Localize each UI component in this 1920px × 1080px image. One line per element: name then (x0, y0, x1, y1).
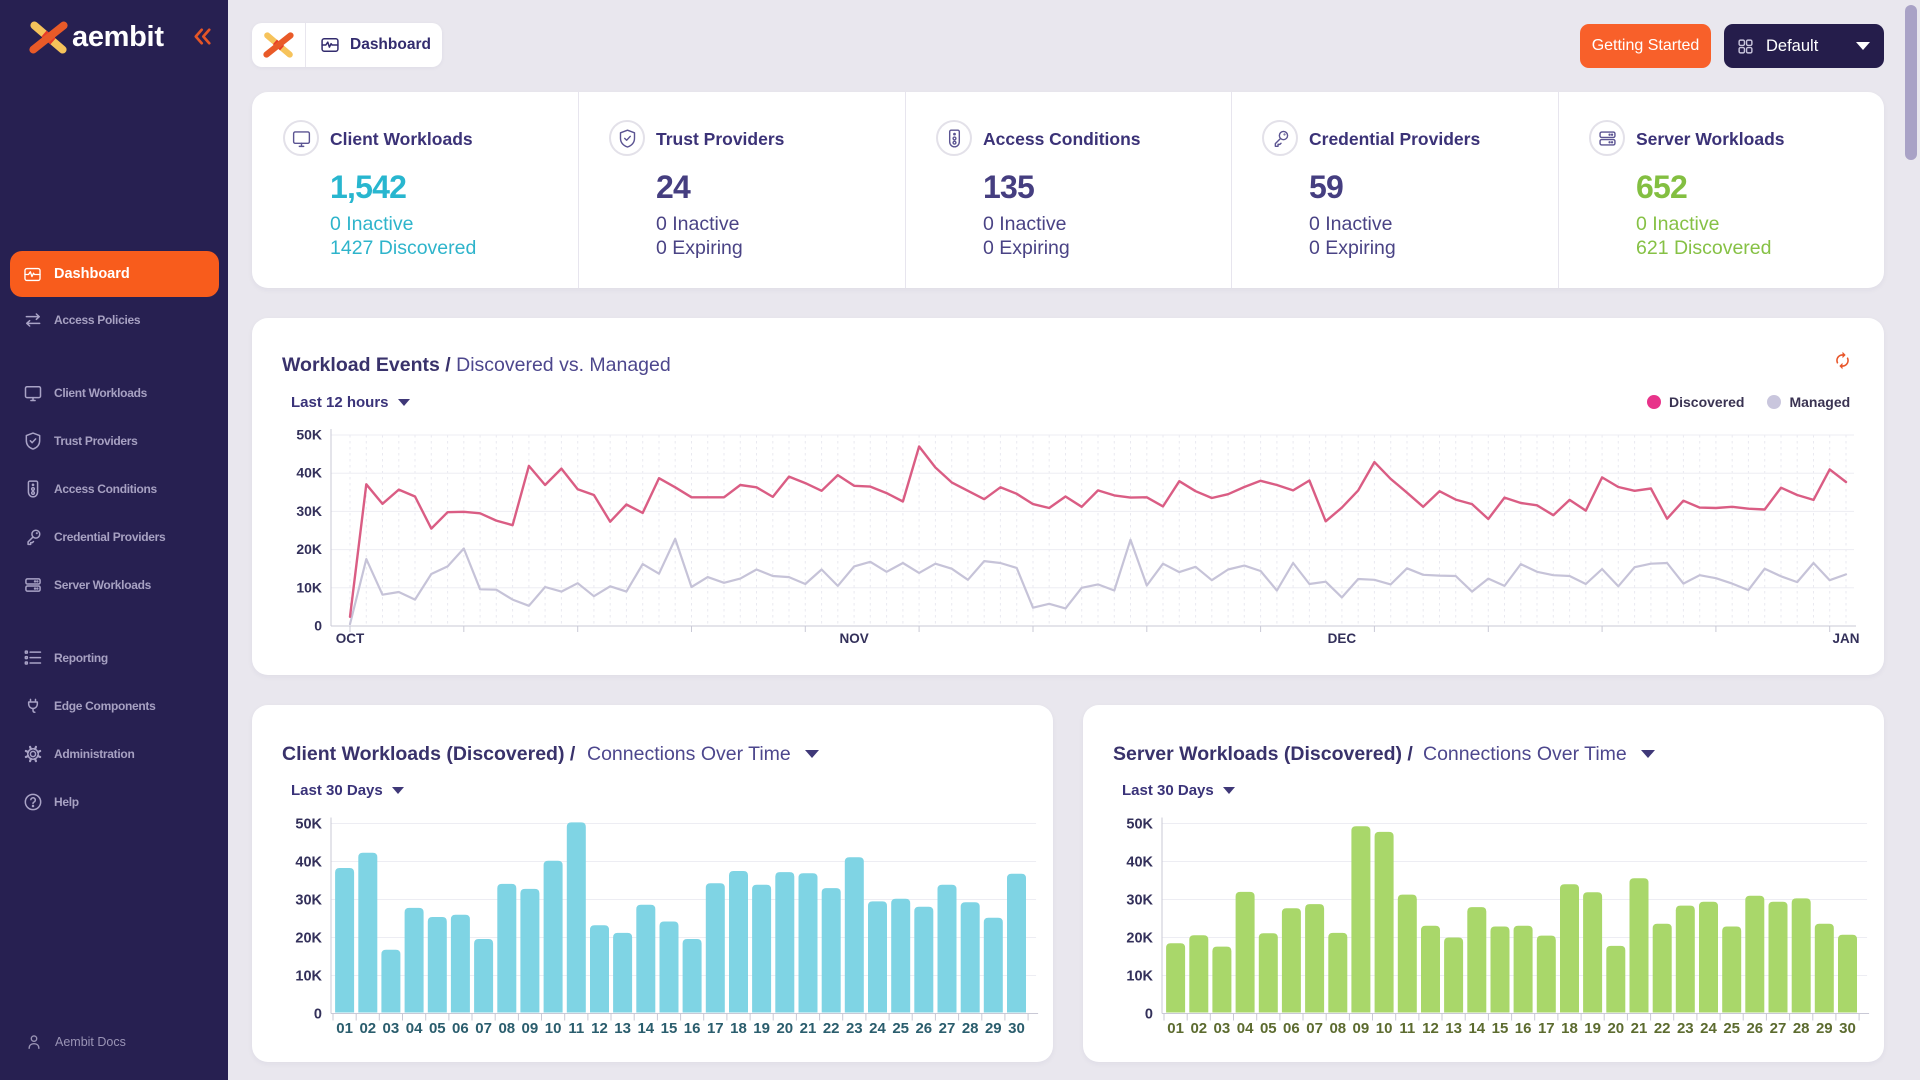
svg-text:05: 05 (1260, 1020, 1277, 1037)
svg-text:04: 04 (406, 1020, 423, 1037)
svg-text:50K: 50K (295, 817, 322, 833)
svg-text:16: 16 (684, 1020, 701, 1037)
svg-text:JAN: JAN (1832, 631, 1859, 646)
svg-text:23: 23 (846, 1020, 863, 1037)
svg-text:17: 17 (1538, 1020, 1555, 1037)
svg-text:09: 09 (522, 1020, 539, 1037)
svg-text:05: 05 (429, 1020, 446, 1037)
svg-text:17: 17 (707, 1020, 724, 1037)
svg-text:0: 0 (1145, 1007, 1153, 1023)
svg-text:03: 03 (1214, 1020, 1231, 1037)
svg-text:10K: 10K (295, 969, 322, 985)
svg-text:04: 04 (1237, 1020, 1254, 1037)
svg-text:28: 28 (1793, 1020, 1810, 1037)
svg-text:40K: 40K (295, 855, 322, 871)
svg-text:15: 15 (661, 1020, 678, 1037)
svg-text:30: 30 (1008, 1020, 1025, 1037)
svg-text:50K: 50K (1126, 817, 1153, 833)
svg-text:25: 25 (1723, 1020, 1740, 1037)
svg-text:20K: 20K (1126, 931, 1153, 947)
svg-text:12: 12 (591, 1020, 608, 1037)
svg-text:29: 29 (1816, 1020, 1833, 1037)
svg-text:10K: 10K (1126, 969, 1153, 985)
svg-text:10: 10 (1376, 1020, 1393, 1037)
svg-text:06: 06 (1283, 1020, 1300, 1037)
svg-text:08: 08 (498, 1020, 515, 1037)
svg-text:40K: 40K (1126, 855, 1153, 871)
svg-text:13: 13 (1445, 1020, 1462, 1037)
svg-text:14: 14 (1468, 1020, 1485, 1037)
svg-text:13: 13 (614, 1020, 631, 1037)
svg-text:OCT: OCT (336, 631, 365, 646)
svg-text:40K: 40K (296, 465, 322, 481)
svg-text:10K: 10K (296, 579, 322, 595)
svg-text:06: 06 (452, 1020, 469, 1037)
svg-text:07: 07 (475, 1020, 492, 1037)
svg-text:0: 0 (314, 618, 322, 634)
svg-text:19: 19 (753, 1020, 770, 1037)
svg-text:19: 19 (1584, 1020, 1601, 1037)
svg-text:01: 01 (1167, 1020, 1184, 1037)
svg-text:07: 07 (1306, 1020, 1323, 1037)
svg-text:18: 18 (1561, 1020, 1578, 1037)
svg-text:27: 27 (939, 1020, 956, 1037)
svg-text:20K: 20K (296, 541, 322, 557)
svg-text:30K: 30K (1126, 893, 1153, 909)
svg-text:08: 08 (1329, 1020, 1346, 1037)
svg-text:02: 02 (359, 1020, 376, 1037)
svg-text:28: 28 (962, 1020, 979, 1037)
svg-text:20K: 20K (295, 931, 322, 947)
svg-text:12: 12 (1422, 1020, 1439, 1037)
svg-text:0: 0 (314, 1007, 322, 1023)
svg-text:11: 11 (568, 1020, 584, 1037)
svg-text:01: 01 (336, 1020, 353, 1037)
svg-text:09: 09 (1353, 1020, 1370, 1037)
svg-text:30K: 30K (296, 503, 322, 519)
svg-text:22: 22 (823, 1020, 840, 1037)
svg-text:50K: 50K (296, 427, 322, 443)
svg-text:30: 30 (1839, 1020, 1856, 1037)
svg-text:23: 23 (1677, 1020, 1694, 1037)
svg-text:30K: 30K (295, 893, 322, 909)
svg-text:29: 29 (985, 1020, 1002, 1037)
svg-text:22: 22 (1654, 1020, 1671, 1037)
svg-text:21: 21 (1631, 1020, 1648, 1037)
svg-text:24: 24 (1700, 1020, 1717, 1037)
svg-text:NOV: NOV (839, 631, 868, 646)
svg-text:21: 21 (800, 1020, 817, 1037)
svg-text:14: 14 (637, 1020, 654, 1037)
svg-text:20: 20 (1607, 1020, 1624, 1037)
svg-text:15: 15 (1492, 1020, 1509, 1037)
svg-text:27: 27 (1770, 1020, 1787, 1037)
svg-text:20: 20 (776, 1020, 793, 1037)
svg-text:18: 18 (730, 1020, 747, 1037)
svg-text:26: 26 (915, 1020, 932, 1037)
svg-text:10: 10 (545, 1020, 562, 1037)
svg-text:16: 16 (1515, 1020, 1532, 1037)
svg-text:03: 03 (383, 1020, 400, 1037)
svg-text:11: 11 (1399, 1020, 1415, 1037)
svg-text:25: 25 (892, 1020, 909, 1037)
svg-text:26: 26 (1746, 1020, 1763, 1037)
svg-text:02: 02 (1190, 1020, 1207, 1037)
svg-text:DEC: DEC (1328, 631, 1357, 646)
svg-text:24: 24 (869, 1020, 886, 1037)
